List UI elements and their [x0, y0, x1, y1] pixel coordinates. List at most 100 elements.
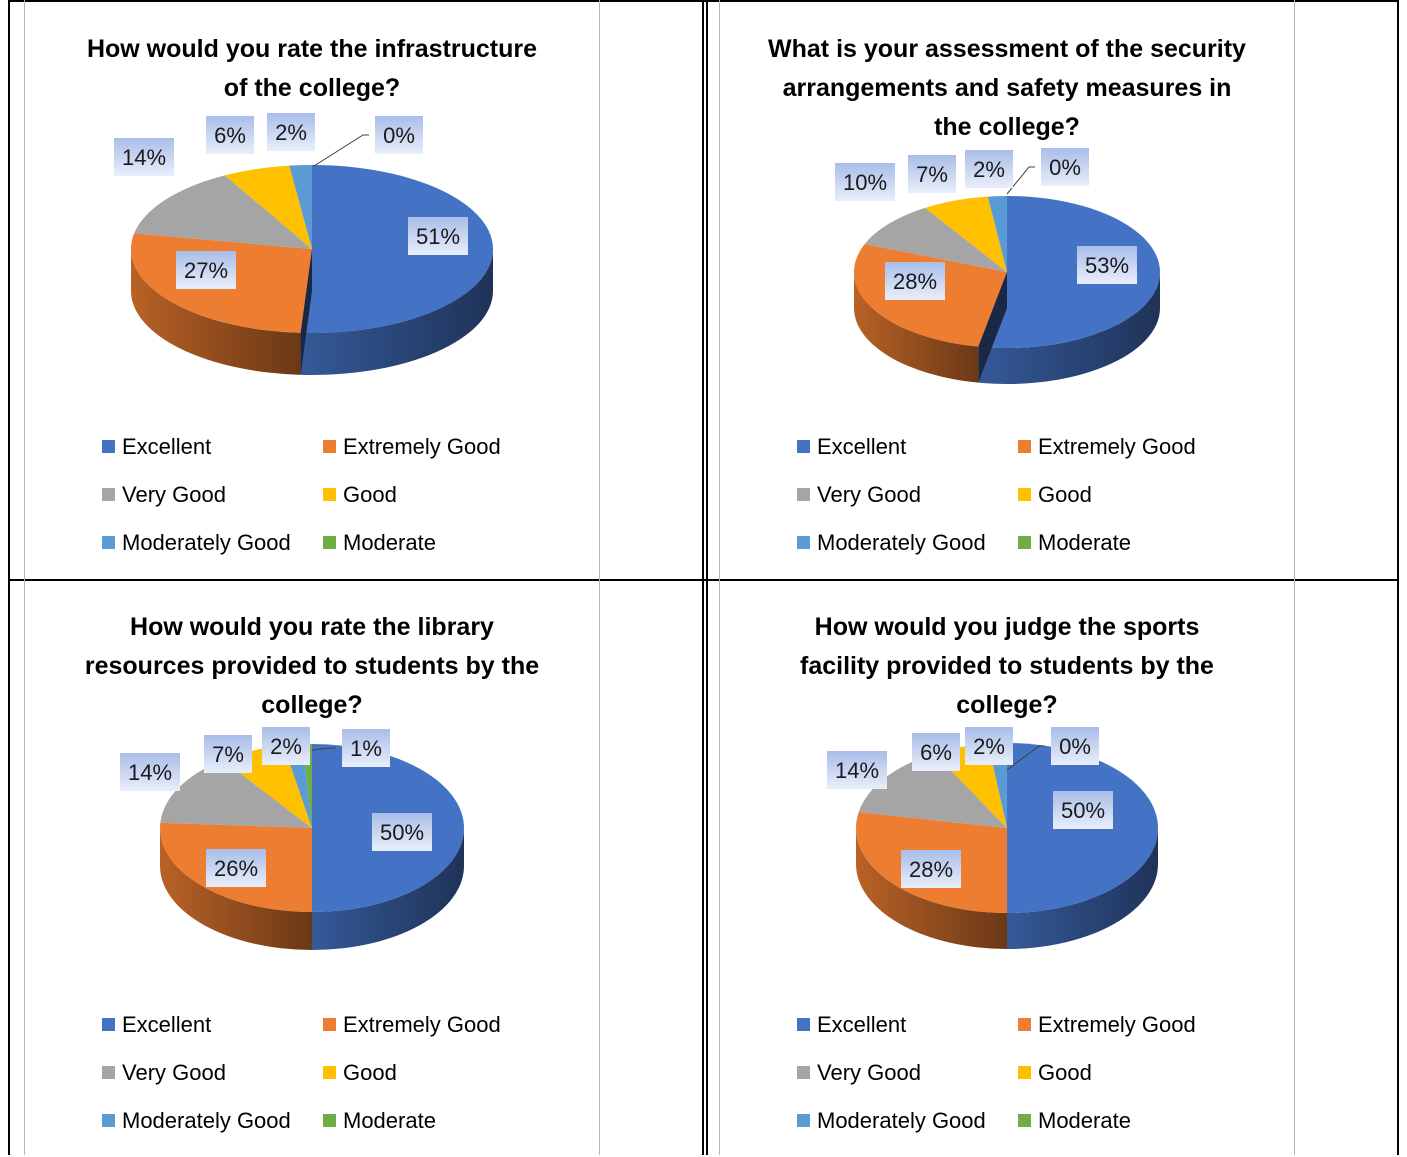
chart-title: How would you judge the sports facility …: [800, 613, 1214, 719]
legend-item: Extremely Good: [1018, 432, 1196, 462]
legend-label: Good: [343, 1060, 397, 1085]
legend-item: Excellent: [102, 432, 211, 462]
chart-frame-line: [719, 0, 720, 1155]
svg-text:10%: 10%: [843, 170, 887, 195]
data-label: 0%: [1041, 148, 1089, 186]
legend-swatch: [102, 1065, 115, 1079]
pie-slice-side: [131, 249, 301, 375]
legend-label: Moderately Good: [817, 1108, 986, 1133]
legend-label: Excellent: [122, 434, 212, 459]
legend-label: Very Good: [122, 482, 226, 507]
legend-swatch: [102, 439, 115, 453]
data-label: 0%: [1051, 727, 1099, 765]
legend-swatch: [797, 487, 810, 501]
data-label: 7%: [908, 155, 956, 193]
legend-item: Excellent: [797, 1010, 906, 1040]
pie-plot: 50% 28% 14% 6% 2% 0%: [827, 727, 1158, 949]
leader-line: [311, 747, 336, 751]
legend-label: Very Good: [817, 1060, 921, 1085]
svg-text:0%: 0%: [383, 123, 415, 148]
data-label: 28%: [885, 262, 945, 300]
svg-text:6%: 6%: [920, 740, 952, 765]
data-label: 50%: [1053, 791, 1113, 829]
pie-plot: 51% 27% 14% 6% 2% 0%: [114, 113, 493, 376]
table-row-divider: [8, 579, 1399, 581]
pie-slice-side: [300, 249, 493, 376]
data-label: 10%: [835, 163, 895, 201]
legend-label: Excellent: [817, 1012, 907, 1037]
legend-label: Moderate: [343, 1108, 436, 1133]
pie-slice-moderately-good: [289, 165, 312, 249]
data-label: 28%: [901, 850, 961, 888]
data-label: 6%: [912, 733, 960, 771]
legend-swatch: [1018, 1065, 1031, 1079]
legend-swatch: [102, 1017, 115, 1031]
pie-slice-cut-face: [978, 272, 1007, 383]
table-border-middle-right: [706, 0, 708, 1155]
legend-swatch: [797, 535, 810, 549]
table-border-right: [1397, 0, 1399, 1155]
pie-slice-side: [1007, 828, 1158, 949]
svg-text:28%: 28%: [909, 857, 953, 882]
legend-item: Very Good: [797, 1058, 921, 1088]
legend-swatch: [797, 1017, 810, 1031]
chart-frame-line: [599, 0, 600, 1155]
legend-label: Very Good: [817, 482, 921, 507]
pie-slice-good: [224, 165, 312, 249]
data-label: 14%: [827, 751, 887, 789]
data-label: 2%: [965, 727, 1013, 765]
data-label: 14%: [120, 753, 180, 791]
pie-slice-very-good: [160, 760, 312, 828]
legend-label: Moderate: [1038, 530, 1131, 555]
legend-label: Excellent: [122, 1012, 212, 1037]
leader-line: [313, 134, 369, 167]
legend-swatch: [323, 1113, 336, 1127]
legend-swatch: [797, 1065, 810, 1079]
svg-text:6%: 6%: [214, 123, 246, 148]
data-label: 53%: [1077, 246, 1137, 284]
data-label: 1%: [342, 729, 390, 767]
data-label: 2%: [262, 727, 310, 765]
pie-slice-moderately-good: [987, 196, 1007, 272]
chart-title: How would you rate the infrastructure of…: [86, 35, 538, 102]
svg-text:50%: 50%: [380, 820, 424, 845]
legend-item: Moderately Good: [102, 1106, 291, 1136]
legend-label: Moderate: [343, 530, 436, 555]
legend-item: Moderately Good: [102, 528, 291, 558]
legend-swatch: [1018, 439, 1031, 453]
legend-swatch: [323, 487, 336, 501]
svg-text:27%: 27%: [184, 258, 228, 283]
legend-item: Good: [1018, 1058, 1092, 1088]
legend-item: Extremely Good: [1018, 1010, 1196, 1040]
data-label: 50%: [372, 813, 432, 851]
pie-slice-side: [312, 828, 464, 950]
legend-label: Extremely Good: [1038, 434, 1196, 459]
table-border-middle-left: [702, 0, 704, 1155]
pie-slice-excellent: [300, 165, 493, 333]
legend-label: Moderately Good: [122, 1108, 291, 1133]
pie-chart-security: What is your assessment of the security …: [719, 4, 1295, 579]
pie-plot: 53% 28% 10% 7% 2% 0%: [835, 148, 1160, 384]
pie-plot: 50% 26% 14% 7% 2% 1%: [120, 727, 464, 950]
legend-swatch: [323, 1017, 336, 1031]
chart-title: How would you rate the library resources…: [84, 613, 540, 719]
legend-label: Good: [343, 482, 397, 507]
legend-swatch: [797, 439, 810, 453]
svg-text:7%: 7%: [212, 742, 244, 767]
table-border-top: [8, 0, 1399, 2]
pie-chart-library: How would you rate the library resources…: [24, 582, 600, 1157]
pie-slice-very-good: [134, 175, 312, 249]
data-label: 14%: [114, 138, 174, 176]
legend-swatch: [102, 535, 115, 549]
svg-text:50%: 50%: [1061, 798, 1105, 823]
legend-swatch: [1018, 1017, 1031, 1031]
table-border-left: [8, 0, 10, 1155]
legend-label: Moderately Good: [817, 530, 986, 555]
legend-item: Good: [323, 480, 397, 510]
svg-text:28%: 28%: [893, 269, 937, 294]
legend-label: Extremely Good: [1038, 1012, 1196, 1037]
legend-label: Extremely Good: [343, 1012, 501, 1037]
svg-text:0%: 0%: [1059, 734, 1091, 759]
legend-label: Excellent: [817, 434, 907, 459]
legend-swatch: [102, 1113, 115, 1127]
